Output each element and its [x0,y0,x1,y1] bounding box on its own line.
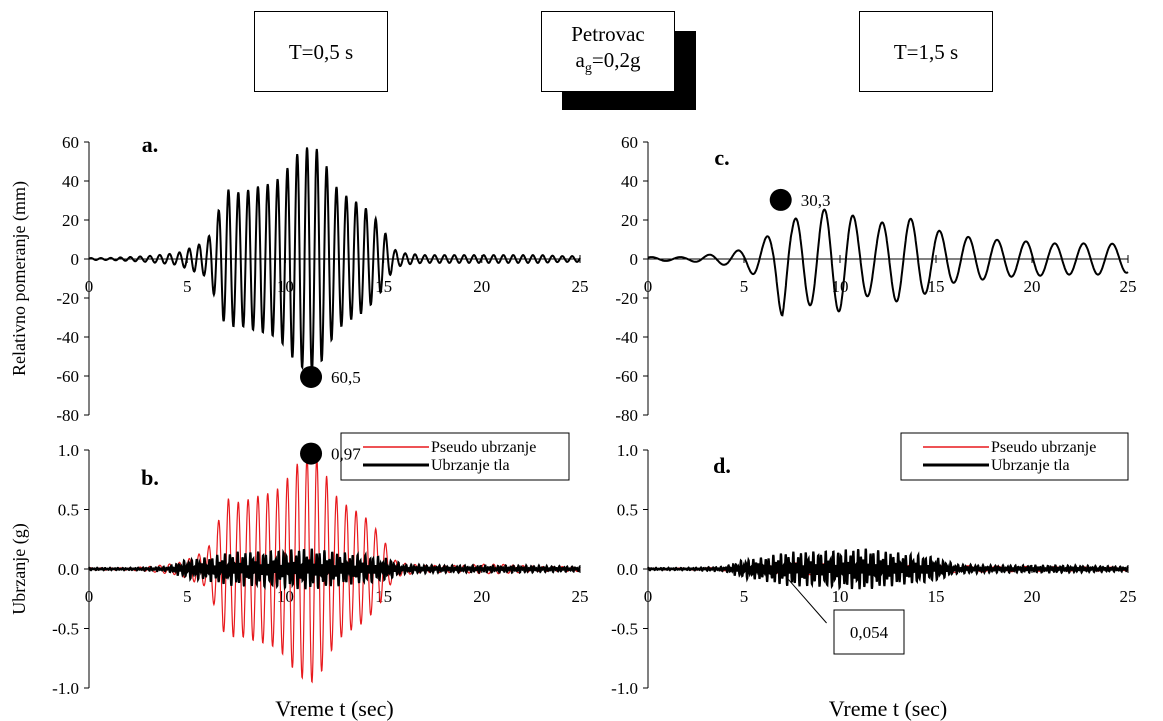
x-tick-label: 20 [473,587,490,606]
x-tick-label: 0 [85,587,94,606]
annotation-value: 0,97 [331,445,361,464]
panel-label: d. [713,453,731,478]
y-tick-label: -1.0 [611,679,638,698]
y-tick-label: 0.5 [617,501,638,520]
y-tick-label: -0.5 [611,620,638,639]
panel-label: c. [714,145,729,170]
x-axis-label: Vreme t (sec) [829,696,947,721]
y-tick-label: 0 [630,250,639,269]
y-axis-label: Relativno pomeranje (mm) [9,181,30,376]
x-tick-label: 0 [644,277,653,296]
x-tick-label: 0 [85,277,94,296]
annotation-value: 60,5 [331,368,361,387]
peak-marker [770,189,792,211]
y-tick-label: 0 [71,250,80,269]
series-line [89,148,580,371]
annotation-value: 30,3 [801,191,831,210]
x-tick-label: 25 [1120,587,1137,606]
peak-marker [300,366,322,388]
x-tick-label: 25 [572,277,589,296]
x-tick-label: 25 [572,587,589,606]
series-line [648,549,1128,590]
series-line [648,210,1128,316]
y-tick-label: -0.5 [52,620,79,639]
y-tick-label: 0.5 [58,501,79,520]
legend-entry: Ubrzanje tla [991,457,1070,474]
x-tick-label: 15 [375,277,392,296]
y-tick-label: -1.0 [52,679,79,698]
y-tick-label: 20 [621,211,638,230]
y-tick-label: 20 [62,211,79,230]
chart-panel-d: 1.0 0.5 0.0 -0.5 -1.0 0 5 10 15 20 25 d. Vreme t (se… [611,433,1136,721]
x-tick-label: 15 [928,587,945,606]
legend-entry: Ubrzanje tla [431,457,510,474]
y-tick-label: -20 [56,289,79,308]
y-tick-label: 1.0 [58,441,79,460]
y-tick-label: 60 [62,133,79,152]
y-tick-label: 1.0 [617,441,638,460]
annotation-value: 0,054 [850,623,889,642]
y-tick-label: 0.0 [58,560,79,579]
y-tick-label: 0.0 [617,560,638,579]
y-tick-label: 40 [621,172,638,191]
y-tick-label: -40 [56,328,79,347]
x-tick-label: 5 [740,587,749,606]
x-tick-label: 20 [473,277,490,296]
panel-label: b. [141,465,159,490]
x-tick-label: 5 [183,277,192,296]
chart-panel-b: 1.0 0.5 0.0 -0.5 -1.0 0 5 10 15 20 25 b. Ubrzanje (g… [9,433,589,721]
x-tick-label: 20 [1024,277,1041,296]
x-tick-label: 15 [375,587,392,606]
x-tick-label: 5 [183,587,192,606]
legend-entry: Pseudo ubrzanje [431,439,536,456]
y-tick-label: -60 [615,367,638,386]
y-tick-label: 60 [621,133,638,152]
x-tick-label: 20 [1024,587,1041,606]
x-tick-label: 10 [277,587,294,606]
y-tick-label: -80 [56,406,79,425]
y-tick-label: -40 [615,328,638,347]
peak-marker [300,443,322,465]
y-tick-label: -80 [615,406,638,425]
y-tick-label: -20 [615,289,638,308]
x-axis-label: Vreme t (sec) [275,696,393,721]
panel-label: a. [142,132,159,157]
x-tick-label: 0 [644,587,653,606]
x-tick-label: 25 [1120,277,1137,296]
y-tick-label: -60 [56,367,79,386]
legend-entry: Pseudo ubrzanje [991,439,1096,456]
x-tick-label: 10 [832,587,849,606]
x-tick-label: 5 [740,277,749,296]
y-tick-label: 40 [62,172,79,191]
y-axis-label: Ubrzanje (g) [9,523,30,614]
